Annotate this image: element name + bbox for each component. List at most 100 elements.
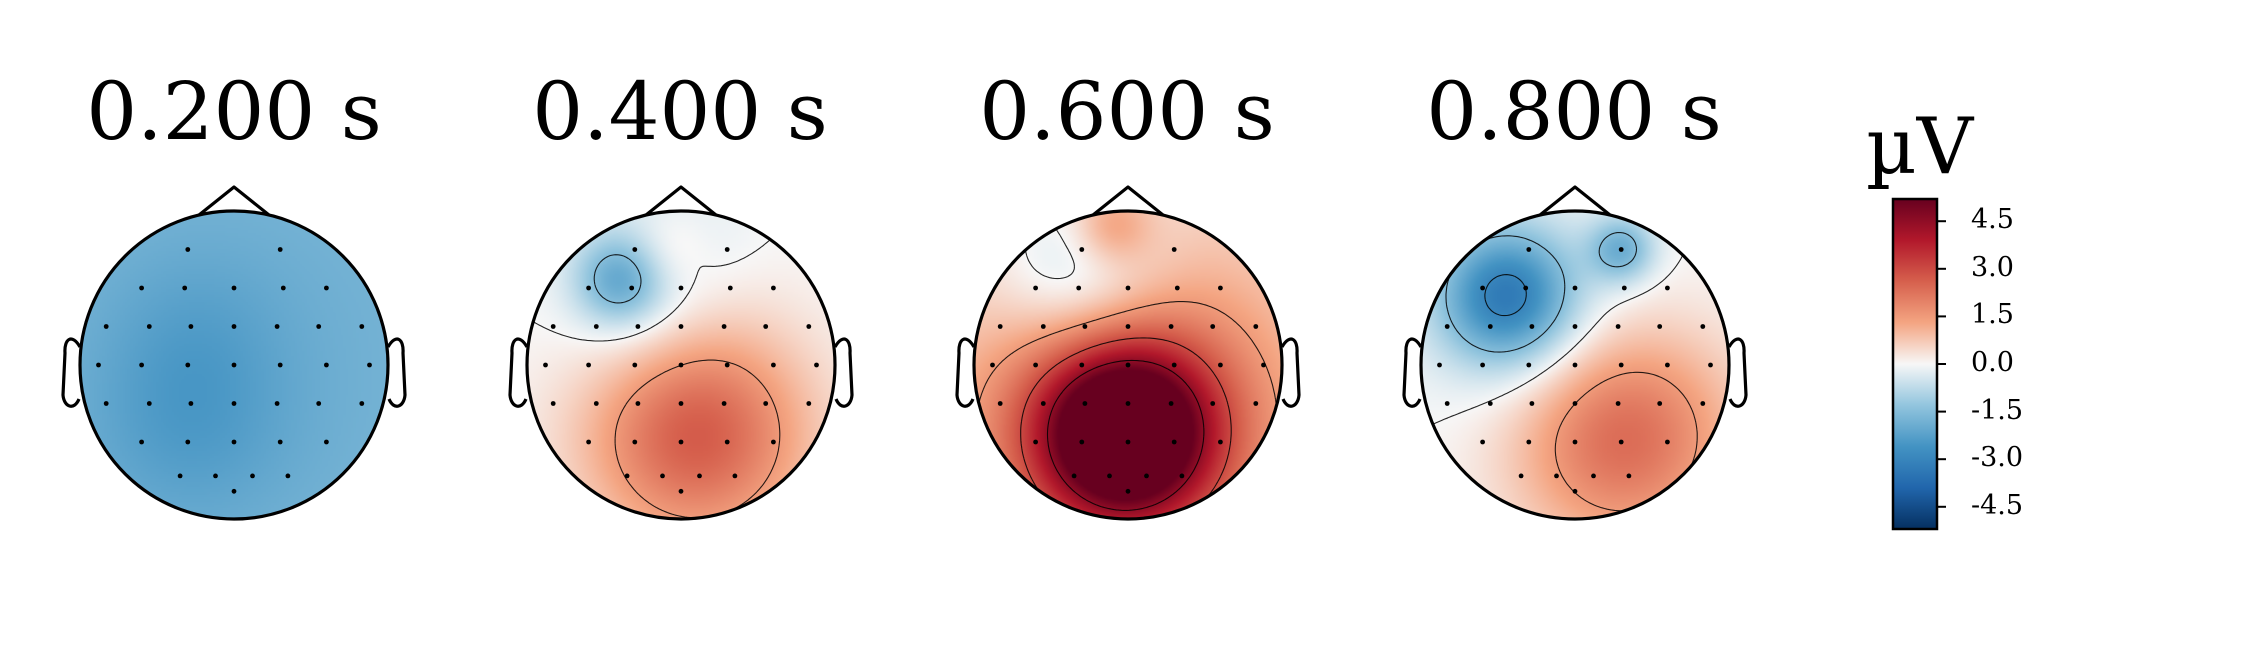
- sensor-dot: [727, 285, 733, 291]
- sensor-dot: [185, 362, 191, 368]
- sensor-dot: [1572, 401, 1578, 406]
- sensor-dot: [1618, 439, 1624, 445]
- sensor-dot: [1125, 439, 1131, 445]
- sensor-dot: [697, 473, 702, 479]
- sensor-dot: [1210, 324, 1216, 329]
- sensor-dot: [1082, 324, 1088, 329]
- sensor-dot: [139, 362, 145, 368]
- sensor-dot: [277, 247, 283, 252]
- sensor-dot: [678, 439, 684, 445]
- sensor-dot: [1107, 473, 1112, 479]
- sensor-dot: [177, 473, 183, 479]
- sensor-dot: [1700, 401, 1706, 406]
- sensor-dot: [139, 285, 145, 291]
- sensor-dot: [632, 439, 638, 445]
- sensor-dot: [1079, 362, 1085, 368]
- sensor-dot: [635, 324, 641, 329]
- sensor-dot: [1529, 324, 1535, 329]
- sensor-dot: [1480, 439, 1485, 445]
- sensor-dot: [1079, 247, 1085, 252]
- sensor-dot: [1144, 473, 1149, 479]
- sensor-dot: [1554, 473, 1559, 479]
- sensor-dot: [1700, 324, 1706, 329]
- sensor-dot: [277, 439, 283, 445]
- sensor-dot: [635, 401, 641, 406]
- sensor-dot: [1040, 401, 1046, 406]
- sensor-dot: [182, 285, 188, 291]
- sensor-dot: [1071, 473, 1077, 479]
- sensor-dot: [188, 324, 194, 329]
- sensor-dot: [185, 247, 191, 252]
- sensor-dot: [1572, 439, 1578, 445]
- sensor-dot: [324, 439, 329, 445]
- sensor-dot: [1253, 324, 1259, 329]
- sensor-dot: [678, 285, 684, 291]
- sensor-dot: [771, 439, 776, 445]
- topomap-head-3: [955, 185, 1301, 521]
- map-title-4: 0.800 s: [1426, 65, 1722, 158]
- sensor-dot: [1572, 285, 1578, 291]
- sensor-dot: [771, 362, 776, 368]
- sensor-dot: [1526, 439, 1532, 445]
- sensor-dot: [806, 401, 812, 406]
- sensor-dot: [1618, 247, 1624, 252]
- sensor-dot: [213, 473, 218, 479]
- sensor-dot: [1171, 362, 1177, 368]
- sensor-dot: [1615, 324, 1621, 329]
- sensor-dot: [1572, 324, 1578, 329]
- sensor-dot: [543, 362, 548, 368]
- topomap-head-1: [61, 185, 407, 521]
- colorbar-tick-label: -4.5: [1971, 489, 2024, 521]
- sensor-dot: [1125, 401, 1131, 406]
- sensor-dot: [678, 362, 684, 368]
- sensor-dot: [274, 324, 280, 329]
- nose-outline: [645, 185, 717, 217]
- sensor-dot: [316, 324, 322, 329]
- colorbar-tick-label: 1.5: [1971, 299, 2014, 331]
- sensor-dot: [806, 324, 812, 329]
- sensor-dot: [1572, 362, 1578, 368]
- sensor-dot: [103, 401, 109, 406]
- sensor-dot: [1480, 285, 1485, 291]
- map-title-3: 0.600 s: [979, 65, 1275, 158]
- sensor-dot: [1591, 473, 1596, 479]
- sensor-dot: [1033, 439, 1038, 445]
- sensor-dot: [724, 439, 730, 445]
- sensor-dot: [316, 401, 322, 406]
- sensor-dot: [814, 362, 819, 368]
- sensor-dot: [359, 324, 365, 329]
- sensor-dot: [1480, 362, 1485, 368]
- left-ear-outline: [955, 337, 976, 408]
- sensor-dot: [285, 473, 291, 479]
- sensor-dot: [324, 362, 329, 368]
- sensor-dot: [1665, 362, 1670, 368]
- sensor-dot: [1526, 247, 1532, 252]
- sensor-dot: [550, 401, 556, 406]
- sensor-dot: [1125, 362, 1131, 368]
- sensor-dot: [1179, 473, 1185, 479]
- sensor-dot: [231, 285, 237, 291]
- sensor-dot: [231, 488, 237, 494]
- sensor-dot: [721, 401, 727, 406]
- right-ear-outline: [833, 337, 854, 408]
- sensor-dot: [632, 247, 638, 252]
- sensor-dot: [660, 473, 665, 479]
- sensor-dot: [1125, 324, 1131, 329]
- map-title-2: 0.400 s: [532, 65, 828, 158]
- sensor-dot: [231, 439, 237, 445]
- sensor-dot: [724, 247, 730, 252]
- colorbar-tick-label: -3.0: [1971, 442, 2024, 474]
- sensor-dot: [1040, 324, 1046, 329]
- sensor-dot: [359, 401, 365, 406]
- sensor-dot: [1572, 488, 1578, 494]
- sensor-dot: [724, 362, 730, 368]
- sensor-dot: [629, 285, 635, 291]
- colorbar-tick-label: 3.0: [1971, 251, 2014, 283]
- colorbar-unit-label: µV: [1866, 102, 1974, 192]
- sensor-dot: [1657, 324, 1663, 329]
- left-ear-outline: [508, 337, 529, 408]
- sensor-dot: [231, 362, 237, 368]
- sensor-dot: [586, 439, 591, 445]
